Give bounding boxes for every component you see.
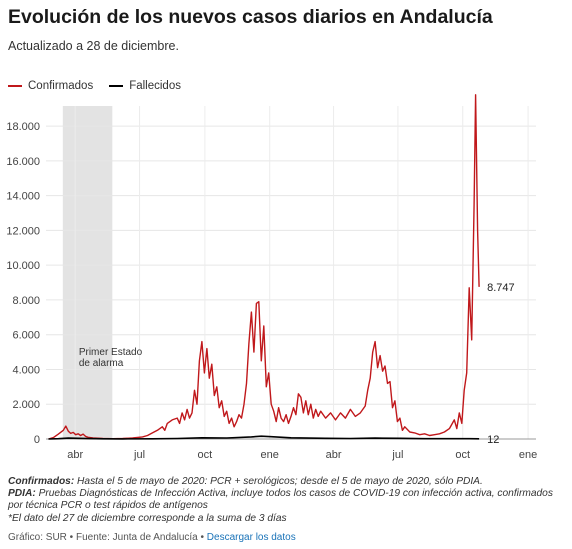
y-tick-label: 4.000: [12, 364, 40, 376]
legend-label-fallecidos: Fallecidos: [129, 80, 181, 92]
x-tick-label: abr: [326, 449, 342, 461]
alarm-period-label: de alarma: [79, 358, 124, 369]
note-pdia-label: PDIA:: [8, 488, 36, 500]
chart-notes: Confirmados: Hasta el 5 de mayo de 2020:…: [8, 476, 568, 525]
y-tick-label: 14.000: [6, 191, 40, 203]
end-label-fallecidos: 12: [487, 434, 499, 446]
end-label-confirmados: 8.747: [487, 282, 515, 294]
legend-swatch-fallecidos: [109, 85, 124, 87]
footer-credit: Gráfico: SUR • Fuente: Junta de Andalucí…: [8, 532, 207, 543]
note-pdia: PDIA: Pruebas Diagnósticas de Infección …: [8, 488, 568, 512]
y-tick-label: 6.000: [12, 330, 40, 342]
legend-item-confirmados: Confirmados: [8, 80, 93, 92]
chart-legend: Confirmados Fallecidos: [8, 80, 197, 92]
alarm-period-label: Primer Estado: [79, 347, 143, 358]
line-chart: 0 2.000 4.000 6.000 8.000 10.000 12.000 14.000 1…: [6, 94, 537, 461]
note-pdia-text: Pruebas Diagnósticas de Infección Activa…: [8, 488, 553, 512]
x-tick-label: abr: [67, 449, 83, 461]
note-diciembre: *El dato del 27 de diciembre corresponde…: [8, 512, 287, 524]
x-tick-label: oct: [198, 449, 213, 461]
y-tick-label: 2.000: [12, 399, 40, 411]
y-tick-label: 16.000: [6, 156, 40, 168]
x-tick-label: ene: [519, 449, 537, 461]
x-tick-label: jul: [391, 449, 403, 461]
y-tick-label: 8.000: [12, 295, 40, 307]
note-confirmados-text: Hasta el 5 de mayo de 2020: PCR + seroló…: [74, 476, 483, 487]
download-data-link[interactable]: Descargar los datos: [206, 532, 296, 543]
legend-item-fallecidos: Fallecidos: [109, 80, 181, 92]
x-tick-label: jul: [133, 449, 145, 461]
legend-swatch-confirmados: [8, 85, 22, 87]
legend-label-confirmados: Confirmados: [28, 80, 94, 92]
chart-title: Evolución de los nuevos casos diarios en…: [8, 6, 493, 28]
note-confirmados-label: Confirmados:: [8, 476, 75, 487]
alarm-period-shade: [62, 106, 113, 439]
x-tick-label: oct: [455, 449, 470, 461]
y-tick-label: 0: [34, 434, 40, 446]
series-line-confirmados: [48, 94, 480, 440]
chart-footer: Gráfico: SUR • Fuente: Junta de Andalucí…: [8, 532, 296, 543]
x-tick-label: ene: [261, 449, 279, 461]
y-tick-label: 18.000: [6, 121, 40, 133]
note-confirmados: Confirmados: Hasta el 5 de mayo de 2020:…: [8, 476, 568, 488]
y-tick-label: 12.000: [6, 225, 40, 237]
series-line-fallecidos: [48, 435, 480, 440]
chart-subtitle: Actualizado a 28 de diciembre.: [8, 39, 179, 53]
y-tick-label: 10.000: [6, 260, 40, 272]
